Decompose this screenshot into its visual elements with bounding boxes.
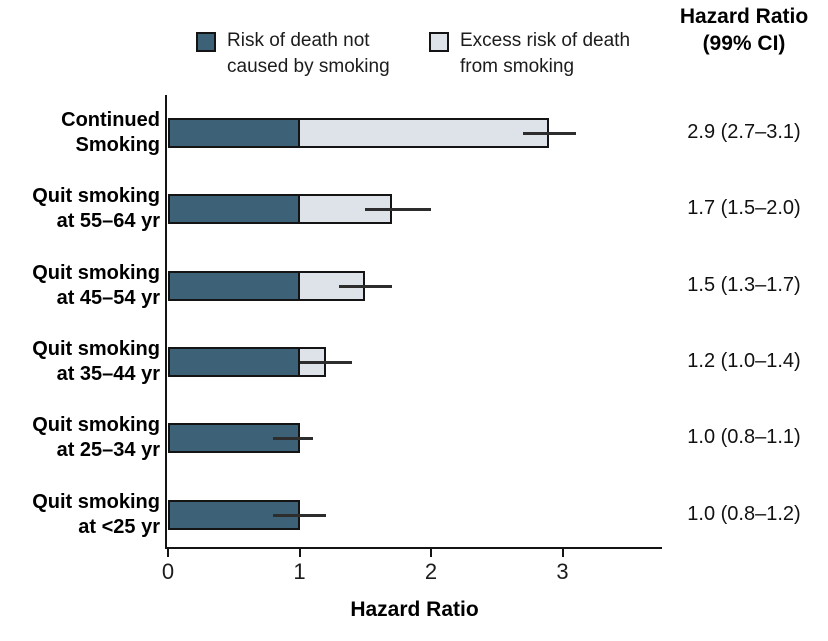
bar — [168, 500, 300, 530]
row-label-line1: Quit smoking — [32, 185, 160, 207]
hazard-ratio-value: 1.7 (1.5–2.0) — [687, 197, 801, 219]
x-axis-tick — [167, 547, 169, 557]
row-label: Quit smoking at 35–44 yr — [0, 337, 160, 387]
dark-teal-swatch-icon — [196, 32, 216, 52]
bar — [168, 194, 392, 224]
row-label-line1: Continued — [61, 109, 160, 131]
x-axis-tick-label: 3 — [556, 559, 569, 584]
x-axis-title: Hazard Ratio — [350, 598, 479, 621]
bar-dark-segment — [170, 273, 300, 299]
legend-label-line1: Excess risk of death — [460, 30, 631, 51]
hazard-ratio-value: 1.0 (0.8–1.1) — [687, 426, 801, 448]
row-label-line1: Quit smoking — [32, 414, 160, 436]
bar — [168, 118, 550, 148]
row-label-line1: Quit smoking — [32, 491, 160, 513]
row-label-line1: Quit smoking — [32, 262, 160, 284]
y-axis-line — [165, 95, 167, 549]
confidence-interval-line — [365, 207, 431, 211]
bar — [168, 423, 300, 453]
legend-label-line2: from smoking — [460, 56, 575, 77]
bar-dark-segment — [170, 196, 300, 222]
bar-dark-segment — [170, 349, 300, 375]
legend-label: Excess risk of death from smoking — [460, 28, 630, 80]
legend-item-risk-not-smoking: Risk of death not caused by smoking — [196, 28, 390, 80]
legend-label-line1: Risk of death not — [227, 30, 370, 51]
bar — [168, 347, 326, 377]
confidence-interval-line — [523, 131, 576, 135]
x-axis-tick — [561, 547, 564, 557]
hazard-ratio-value: 1.0 (0.8–1.2) — [687, 503, 801, 525]
hazard-ratio-value: 2.9 (2.7–3.1) — [687, 121, 801, 143]
row-label: Quit smoking at 25–34 yr — [0, 413, 160, 463]
confidence-interval-line — [338, 284, 392, 288]
confidence-interval-line — [299, 360, 353, 364]
legend-label: Risk of death not caused by smoking — [227, 28, 390, 80]
bar-dark-segment — [170, 120, 300, 146]
legend-item-excess-risk: Excess risk of death from smoking — [429, 28, 630, 80]
bar — [168, 271, 366, 301]
row-label-line1: Quit smoking — [32, 338, 160, 360]
row-label-line2: Smoking — [75, 134, 160, 156]
x-axis-line — [165, 547, 662, 549]
right-column-header-line2: (99% CI) — [702, 32, 786, 55]
row-label-line2: at 35–44 yr — [56, 363, 160, 385]
x-axis-tick-label: 0 — [161, 559, 175, 584]
row-label: Quit smoking at 55–64 yr — [0, 184, 160, 234]
x-axis-tick — [430, 547, 432, 557]
x-axis-tick-label: 2 — [424, 559, 438, 584]
x-axis-tick-label: 1 — [293, 559, 306, 584]
row-label: Quit smoking at 45–54 yr — [0, 261, 160, 311]
right-column-header: Hazard Ratio (99% CI) — [660, 3, 828, 57]
hazard-ratio-value: 1.2 (1.0–1.4) — [687, 350, 801, 372]
confidence-interval-line — [273, 436, 313, 440]
x-axis-tick — [298, 547, 301, 557]
hazard-ratio-value: 1.5 (1.3–1.7) — [687, 274, 801, 296]
row-label: Continued Smoking — [0, 108, 160, 158]
light-gray-swatch-icon — [429, 32, 449, 52]
confidence-interval-line — [273, 513, 326, 517]
row-label-line2: at 45–54 yr — [56, 287, 160, 309]
row-label-line2: at <25 yr — [78, 516, 160, 538]
legend-label-line2: caused by smoking — [227, 56, 390, 77]
row-label: Quit smoking at <25 yr — [0, 490, 160, 540]
row-label-line2: at 55–64 yr — [56, 210, 160, 232]
right-column-header-line1: Hazard Ratio — [679, 5, 809, 28]
row-label-line2: at 25–34 yr — [56, 439, 160, 461]
